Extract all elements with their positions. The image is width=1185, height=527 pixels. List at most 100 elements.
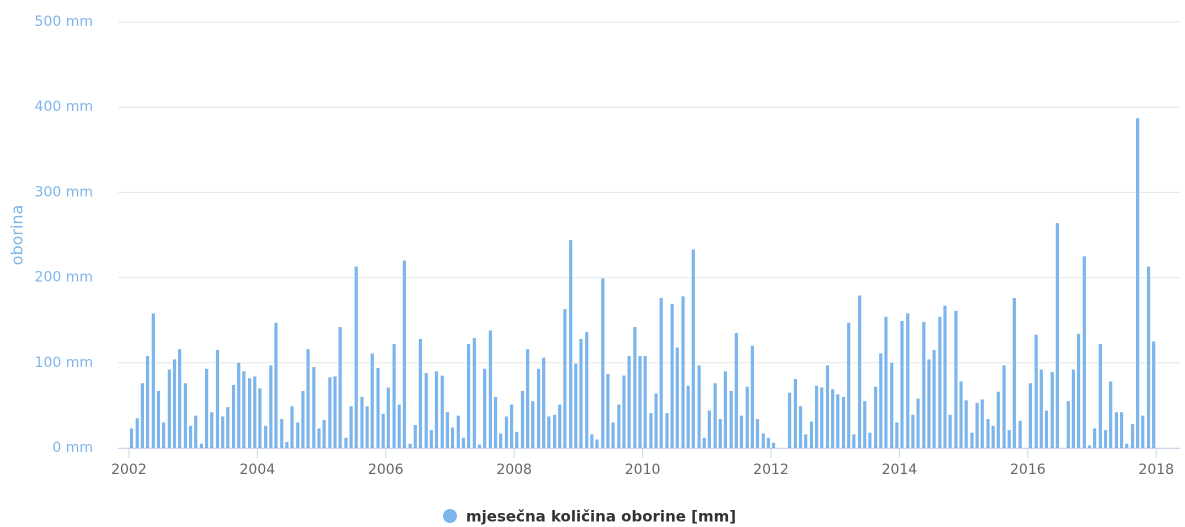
bar <box>798 406 803 448</box>
bar <box>595 439 599 448</box>
bar <box>975 402 979 448</box>
x-tick-label: 2014 <box>882 462 918 478</box>
bar <box>766 437 771 448</box>
bar <box>290 406 294 448</box>
bar <box>739 415 744 448</box>
bar <box>1066 401 1070 448</box>
x-tick-label: 2002 <box>111 462 147 478</box>
bar <box>558 404 562 448</box>
bar <box>429 430 433 448</box>
bar <box>199 443 204 448</box>
bar <box>317 428 321 448</box>
bar <box>863 401 867 448</box>
bar <box>349 406 353 448</box>
x-tick-label: 2012 <box>753 462 789 478</box>
bar <box>1076 333 1081 448</box>
bar <box>948 414 952 448</box>
bar <box>1039 369 1043 448</box>
bar <box>890 362 894 448</box>
bar <box>274 322 278 448</box>
bar <box>1034 334 1038 448</box>
bar <box>344 437 348 448</box>
bar <box>178 349 182 448</box>
bar <box>611 422 615 448</box>
bar <box>269 365 273 448</box>
bar <box>745 386 749 448</box>
bar <box>574 363 578 448</box>
bar <box>376 367 380 448</box>
bar <box>1130 424 1135 448</box>
y-tick-label: 100 mm <box>35 355 93 371</box>
bar <box>306 349 310 448</box>
bar <box>579 338 583 448</box>
bar <box>691 249 695 448</box>
bar <box>879 353 883 448</box>
bar <box>1007 430 1011 448</box>
bar <box>1098 344 1102 448</box>
bar <box>1093 428 1097 448</box>
bar <box>649 413 653 448</box>
bar <box>493 396 498 448</box>
bar <box>1087 445 1092 448</box>
bar <box>434 371 439 448</box>
bar <box>542 357 546 448</box>
bar <box>253 376 257 448</box>
bar <box>986 419 990 448</box>
bar <box>852 434 856 448</box>
bar <box>900 321 904 448</box>
bar <box>713 383 717 448</box>
bar <box>1136 118 1140 448</box>
bar <box>312 367 316 448</box>
bar <box>627 355 631 448</box>
bar <box>402 260 406 448</box>
bar <box>1114 412 1119 448</box>
bar <box>927 359 931 448</box>
bar <box>397 404 401 448</box>
bar <box>354 266 358 448</box>
bar <box>226 407 230 448</box>
bar <box>809 421 814 448</box>
bar <box>231 384 236 448</box>
bar <box>194 415 198 448</box>
bar <box>1152 341 1156 448</box>
bar <box>205 368 209 448</box>
bar <box>1146 266 1151 448</box>
bar <box>440 375 444 448</box>
bar <box>922 321 926 448</box>
bar <box>659 298 663 448</box>
bar <box>788 392 792 448</box>
bar <box>280 419 284 448</box>
bar <box>665 413 669 448</box>
bar <box>980 399 984 448</box>
bar <box>820 387 824 448</box>
bar <box>916 398 920 448</box>
bar <box>970 432 974 448</box>
bar <box>938 316 942 448</box>
bar <box>221 416 225 448</box>
bar <box>285 442 289 448</box>
bar <box>638 355 642 448</box>
bar <box>483 368 487 448</box>
bar <box>392 344 396 448</box>
bar <box>771 442 776 448</box>
y-tick-label: 200 mm <box>35 270 93 286</box>
bar <box>906 313 910 448</box>
bar <box>874 386 878 448</box>
bar <box>296 422 300 448</box>
bar <box>734 332 738 448</box>
bar <box>761 433 765 448</box>
bar <box>210 412 214 448</box>
bar <box>943 305 947 448</box>
bar <box>1103 430 1108 448</box>
bar <box>370 353 374 448</box>
y-tick-label: 0 mm <box>52 440 93 456</box>
bar <box>643 355 647 448</box>
y-tick-label: 500 mm <box>35 14 93 30</box>
bar <box>360 396 364 448</box>
bar <box>1055 223 1059 448</box>
bar <box>675 347 679 448</box>
bar <box>156 390 161 448</box>
bar <box>654 393 658 448</box>
legend-label: mjesečna količina oborine [mm] <box>466 508 736 526</box>
